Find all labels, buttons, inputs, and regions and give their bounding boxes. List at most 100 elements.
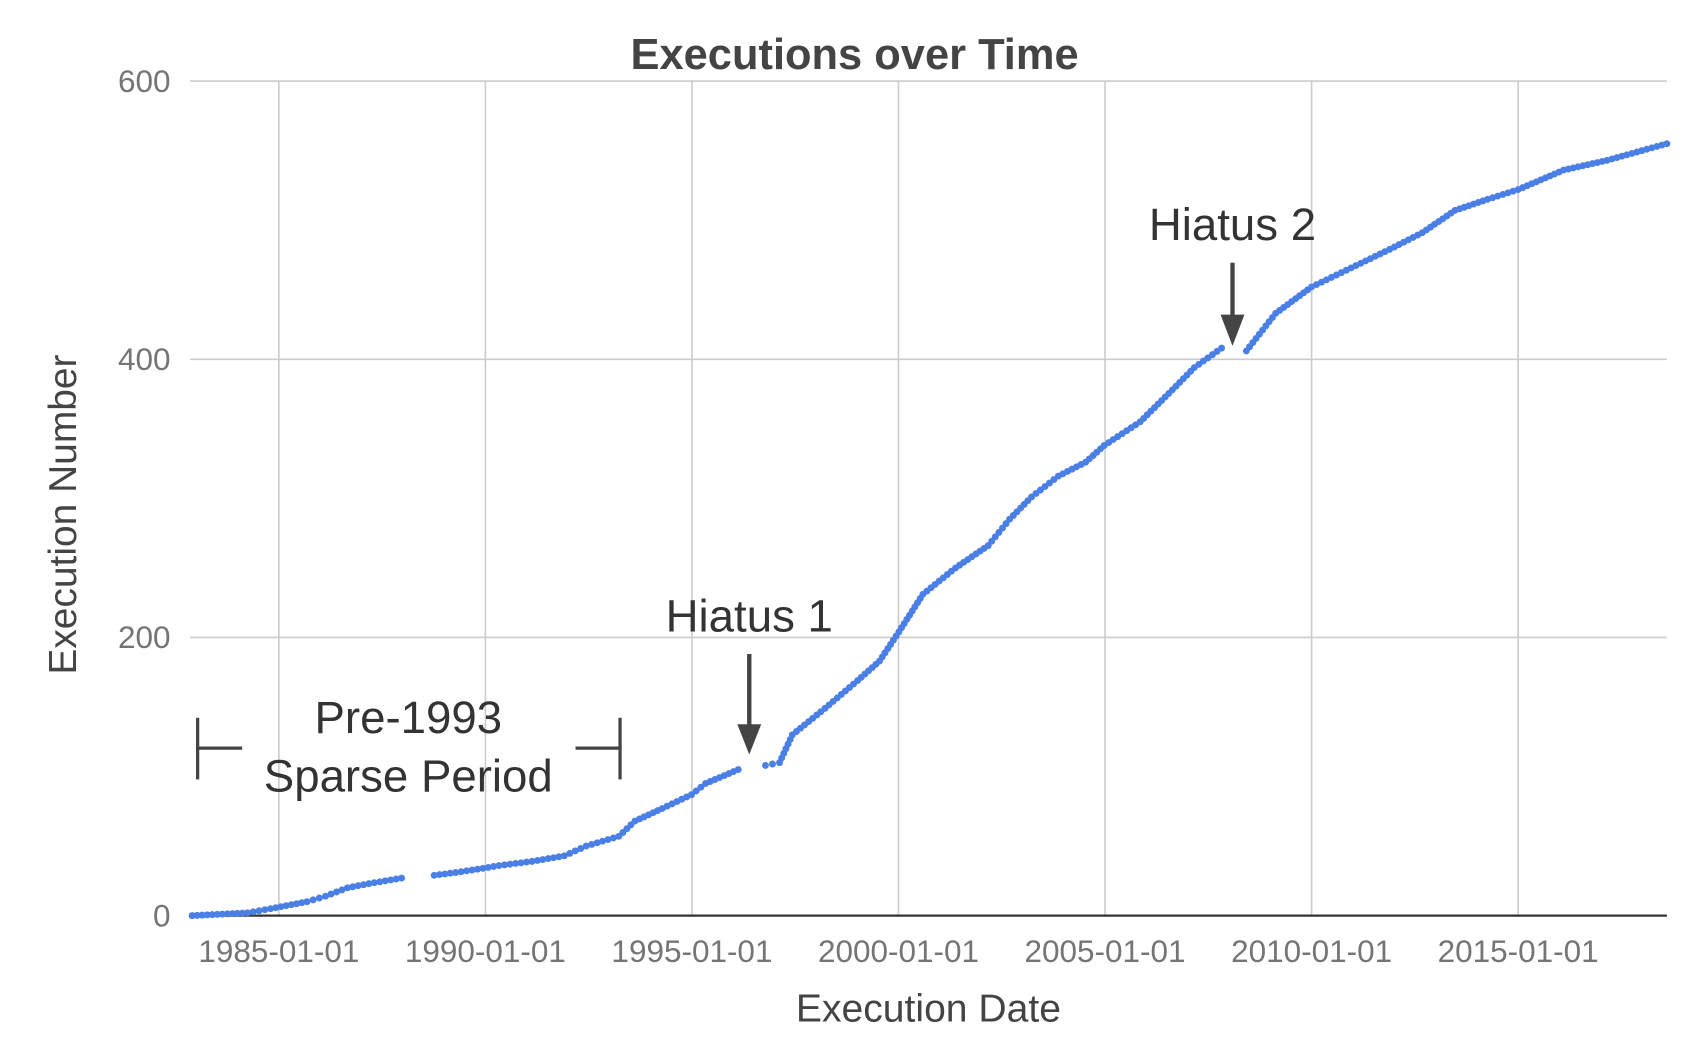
data-point xyxy=(381,877,389,885)
data-point xyxy=(688,791,696,799)
data-point xyxy=(370,879,378,887)
x-tick-label: 1990-01-01 xyxy=(405,934,566,969)
x-axis-ticks: 1985-01-01 1990-01-01 1995-01-01 2000-01-01… xyxy=(198,934,1598,969)
data-point xyxy=(599,837,606,845)
data-point xyxy=(430,871,438,879)
x-axis-label: Execution Date xyxy=(796,988,1061,1031)
data-point xyxy=(495,862,503,870)
y-tick-label: 600 xyxy=(118,64,171,99)
data-point xyxy=(203,911,211,919)
data-point xyxy=(463,867,471,875)
data-point xyxy=(452,869,460,876)
data-point xyxy=(228,910,236,918)
y-tick-label: 400 xyxy=(118,342,171,377)
data-point xyxy=(533,856,541,864)
data-point xyxy=(609,834,617,842)
data-point xyxy=(692,787,700,795)
data-point xyxy=(550,854,558,862)
data-point xyxy=(213,910,221,918)
hiatus-1-label: Hiatus 1 xyxy=(666,590,833,641)
data-point xyxy=(267,905,275,913)
chart-title: Executions over Time xyxy=(631,31,1079,79)
data-point xyxy=(506,860,514,868)
data-point xyxy=(588,841,596,848)
y-axis-label: Execution Number xyxy=(42,355,85,675)
data-point xyxy=(560,852,568,860)
data-points xyxy=(188,140,1671,920)
x-tick-label: 2015-01-01 xyxy=(1438,934,1599,969)
data-point xyxy=(398,874,406,882)
y-tick-label: 0 xyxy=(153,899,171,934)
data-point xyxy=(734,766,742,774)
data-point xyxy=(544,855,552,863)
hiatus-1-arrow xyxy=(737,654,762,755)
data-point xyxy=(582,842,590,850)
data-point xyxy=(593,839,601,847)
data-point xyxy=(343,884,351,892)
data-point xyxy=(571,847,579,855)
data-point xyxy=(517,859,525,867)
data-point xyxy=(277,903,285,911)
data-point xyxy=(1218,344,1226,352)
data-point xyxy=(604,836,612,844)
data-point xyxy=(233,909,241,917)
data-point xyxy=(697,783,705,791)
data-point xyxy=(376,878,384,886)
data-point xyxy=(473,865,481,873)
sparse-period-bracket xyxy=(196,717,622,780)
data-point xyxy=(555,853,563,861)
data-point xyxy=(255,907,263,915)
x-tick-label: 1985-01-01 xyxy=(198,934,359,969)
data-point xyxy=(484,863,492,871)
data-point xyxy=(566,849,574,857)
x-tick-label: 2010-01-01 xyxy=(1231,934,1392,969)
data-point xyxy=(387,876,395,884)
sparse-period-label-line1: Pre-1993 xyxy=(314,692,502,743)
data-point xyxy=(198,911,206,919)
data-point xyxy=(218,910,226,918)
data-point xyxy=(436,871,444,879)
x-tick-label: 2000-01-01 xyxy=(818,934,979,969)
data-point xyxy=(315,894,323,902)
data-point xyxy=(238,909,246,917)
data-point xyxy=(303,898,311,906)
data-point xyxy=(322,892,330,900)
data-point xyxy=(539,856,547,863)
data-point xyxy=(261,906,269,914)
data-point xyxy=(309,896,317,904)
data-point xyxy=(327,890,335,898)
data-point xyxy=(338,886,346,894)
data-point xyxy=(332,888,340,896)
data-point xyxy=(446,869,454,877)
data-point xyxy=(577,845,585,852)
x-tick-label: 1995-01-01 xyxy=(611,934,772,969)
data-point xyxy=(392,875,400,883)
data-point xyxy=(360,881,368,889)
data-point xyxy=(282,902,290,910)
data-point xyxy=(441,870,449,878)
data-point xyxy=(188,912,196,920)
data-point xyxy=(287,901,295,909)
data-point xyxy=(354,882,362,890)
data-point xyxy=(243,909,251,917)
data-point xyxy=(349,883,357,891)
data-point xyxy=(249,908,257,916)
data-point xyxy=(523,858,531,866)
data-point xyxy=(272,904,280,912)
data-point xyxy=(208,911,216,919)
data-point xyxy=(501,861,509,869)
data-point xyxy=(1663,140,1671,148)
data-point xyxy=(512,860,520,867)
data-point xyxy=(479,864,487,872)
data-point xyxy=(528,857,536,865)
data-point xyxy=(762,761,769,769)
y-axis-ticks: 0 200 400 600 xyxy=(118,64,171,933)
gridlines xyxy=(190,80,1667,916)
data-point xyxy=(468,866,476,874)
sparse-period-label-line2: Sparse Period xyxy=(264,750,553,801)
data-point xyxy=(457,868,465,876)
data-point xyxy=(365,880,373,888)
data-point xyxy=(490,863,498,870)
hiatus-2-arrow xyxy=(1220,262,1245,346)
data-point xyxy=(298,899,306,907)
